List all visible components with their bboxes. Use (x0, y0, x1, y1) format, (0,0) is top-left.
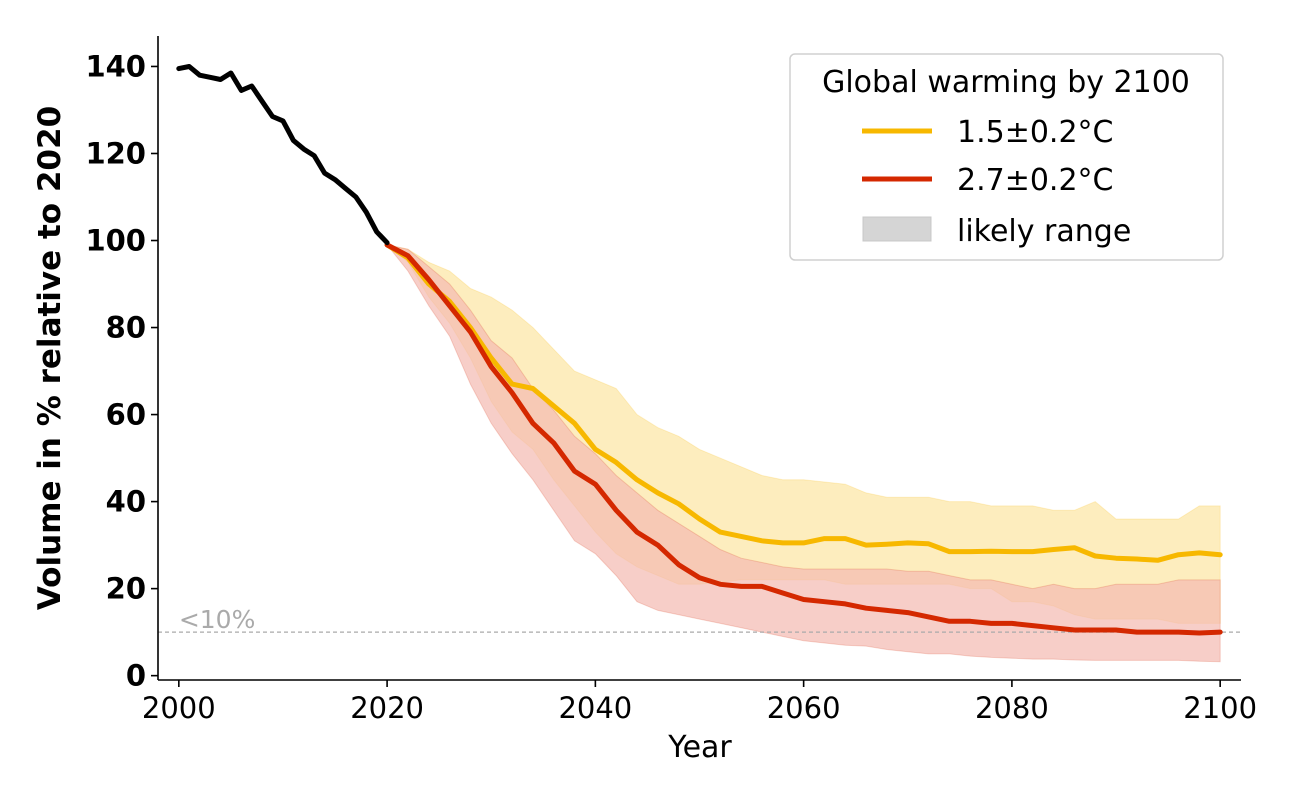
y-tick-label: 80 (106, 311, 146, 345)
series-line-observed (176, 64, 390, 246)
legend-title: Global warming by 2100 (822, 65, 1190, 100)
likely-range-band-2-7c (385, 244, 1221, 663)
legend-swatch-likely-range (862, 216, 932, 242)
y-tick-label: 120 (85, 136, 146, 170)
y-tick-label: 40 (106, 485, 146, 519)
ticks: 2000 2020 2040 2060 2080 21000204060801001201… (85, 49, 1257, 725)
legend-label-2-7c: 2.7±0.2°C (957, 163, 1114, 198)
legend-frame (789, 53, 1224, 261)
legend: Global warming by 2100 1.5±0.2°C 2.7±0.2… (789, 53, 1224, 261)
x-tick-label: 2080 (975, 691, 1049, 725)
x-axis-title: Year (667, 730, 732, 765)
axes (157, 36, 1241, 681)
y-tick-label: 20 (106, 572, 146, 606)
x-tick-label: 2060 (767, 691, 841, 725)
x-tick-label: 2040 (558, 691, 632, 725)
y-tick-label: 100 (85, 224, 146, 258)
legend-label-1-5c: 1.5±0.2°C (957, 115, 1114, 150)
y-tick-label: 60 (106, 398, 146, 432)
y-tick-label: 140 (85, 49, 146, 83)
x-tick-label: 2000 (142, 691, 216, 725)
y-tick-label: 0 (126, 659, 146, 693)
threshold-label: <10% (179, 605, 256, 634)
x-tick-label: 2020 (350, 691, 424, 725)
series-line-2-7c (384, 242, 1223, 636)
x-tick-label: 2100 (1183, 691, 1257, 725)
y-axis-title: Volume in % relative to 2020 (32, 106, 68, 610)
legend-label-likely-range: likely range (957, 214, 1131, 249)
series-line-1-5c (384, 242, 1223, 563)
plot-area: <10% (158, 64, 1241, 663)
